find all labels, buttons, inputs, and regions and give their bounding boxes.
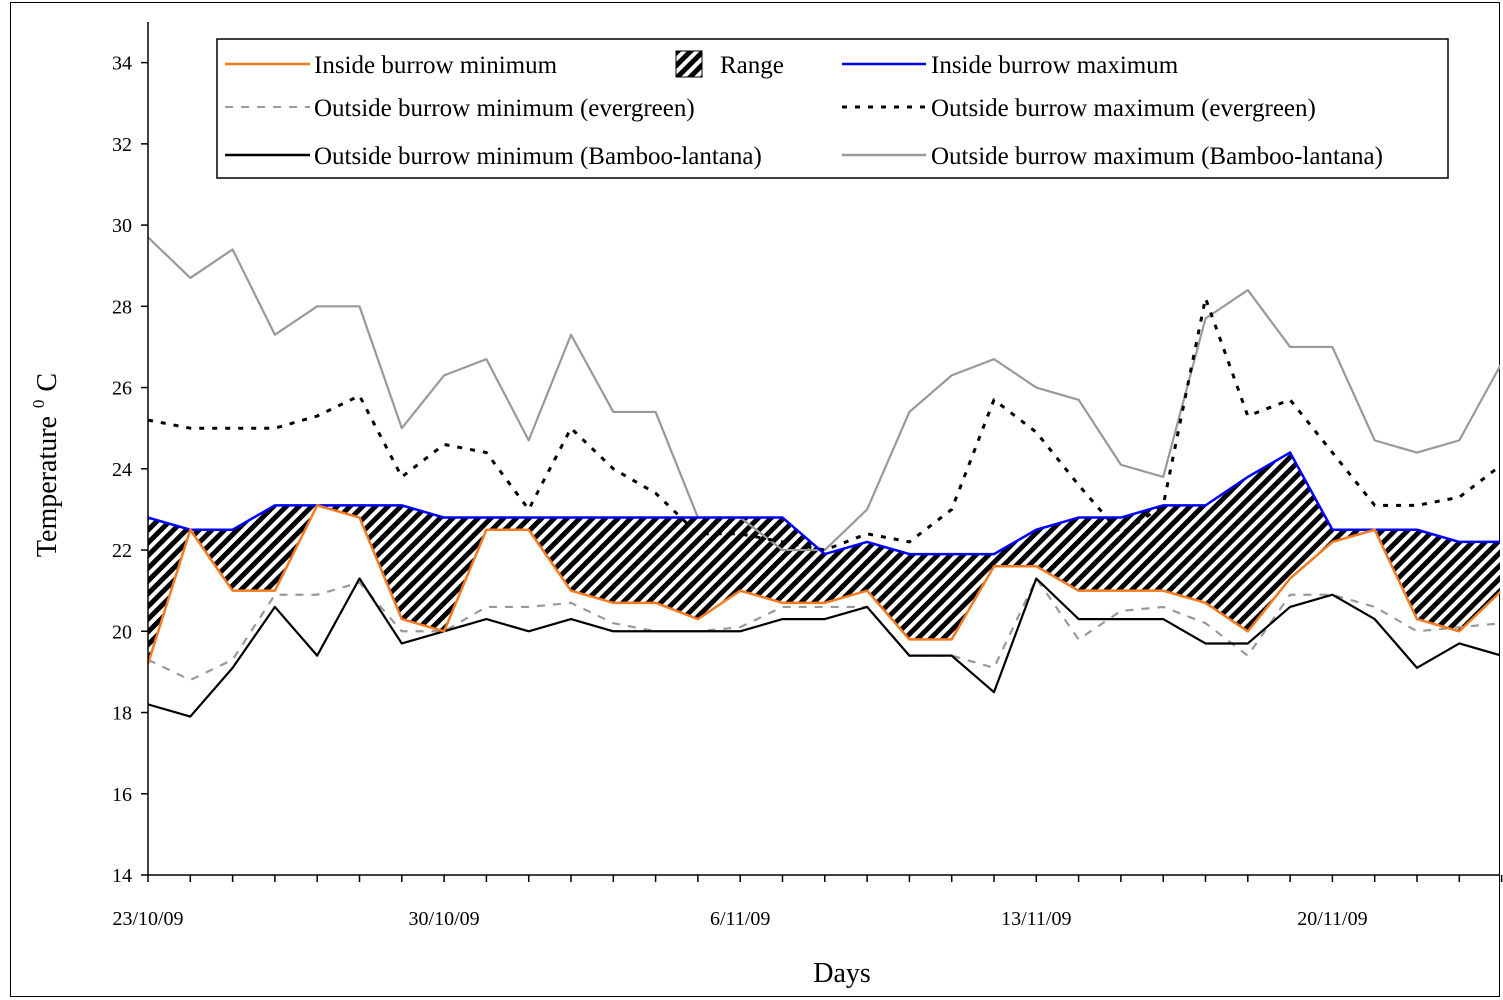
y-tick-label-24: 24	[112, 459, 132, 481]
series-line-outside-burrow-maximum-bamboo-lantana	[148, 236, 1500, 552]
plot-area	[148, 236, 1500, 718]
x-tick-label-13-11-09: 13/11/09	[1001, 908, 1071, 930]
legend-label-inside-max: Inside burrow maximum	[931, 52, 1179, 79]
x-tick-label-6-11-09: 6/11/09	[710, 908, 770, 930]
series-line-inside-burrow-maximum	[148, 451, 1500, 556]
y-axis-title: Temperature 0 C	[29, 373, 63, 557]
y-axis-title-main: Temperature	[32, 416, 63, 557]
axes	[147, 22, 1500, 876]
legend-label-outside-min-bamboo: Outside burrow minimum (Bamboo-lantana)	[314, 143, 762, 170]
series-line-outside-burrow-minimum-bamboo-lantana	[148, 577, 1500, 718]
y-tick-label-16: 16	[112, 784, 132, 806]
y-axis-title-degree: 0	[29, 400, 48, 409]
x-tick-label-23-10-09: 23/10/09	[112, 908, 183, 930]
legend-label-inside-min: Inside burrow minimum	[314, 52, 558, 79]
legend-label-range: Range	[720, 52, 784, 79]
series-line-outside-burrow-maximum-evergreen	[148, 296, 1500, 552]
legend-box	[216, 38, 1449, 179]
legend-label-outside-min-evergreen: Outside burrow minimum (evergreen)	[314, 95, 695, 122]
legend: Inside burrow minimum Range Inside burro…	[216, 38, 1449, 179]
y-tick-label-14: 14	[112, 865, 132, 887]
ticks: 14 16 18 20 22 24 26 28 30 32 34 23/10/09 30/10/09 6/…	[112, 53, 1503, 930]
y-tick-label-26: 26	[112, 378, 132, 400]
legend-label-outside-max-evergreen: Outside burrow maximum (evergreen)	[931, 95, 1316, 122]
y-tick-label-20: 20	[112, 621, 132, 643]
series-line-inside-burrow-minimum	[148, 504, 1500, 665]
y-tick-label-18: 18	[112, 703, 132, 725]
x-tick-label-30-10-09: 30/10/09	[409, 908, 480, 930]
y-tick-label-28: 28	[112, 296, 132, 318]
y-tick-label-34: 34	[112, 53, 132, 75]
y-tick-label-32: 32	[112, 134, 132, 156]
y-axis-title-unit: C	[32, 373, 63, 392]
y-tick-label-22: 22	[112, 540, 132, 562]
y-tick-label-30: 30	[112, 215, 132, 237]
range-fill-area	[148, 452, 1500, 664]
x-axis-title: Days	[813, 958, 871, 989]
x-tick-label-20-11-09: 20/11/09	[1297, 908, 1367, 930]
legend-swatch-range	[675, 50, 703, 78]
legend-label-outside-max-bamboo: Outside burrow maximum (Bamboo-lantana)	[931, 143, 1383, 170]
